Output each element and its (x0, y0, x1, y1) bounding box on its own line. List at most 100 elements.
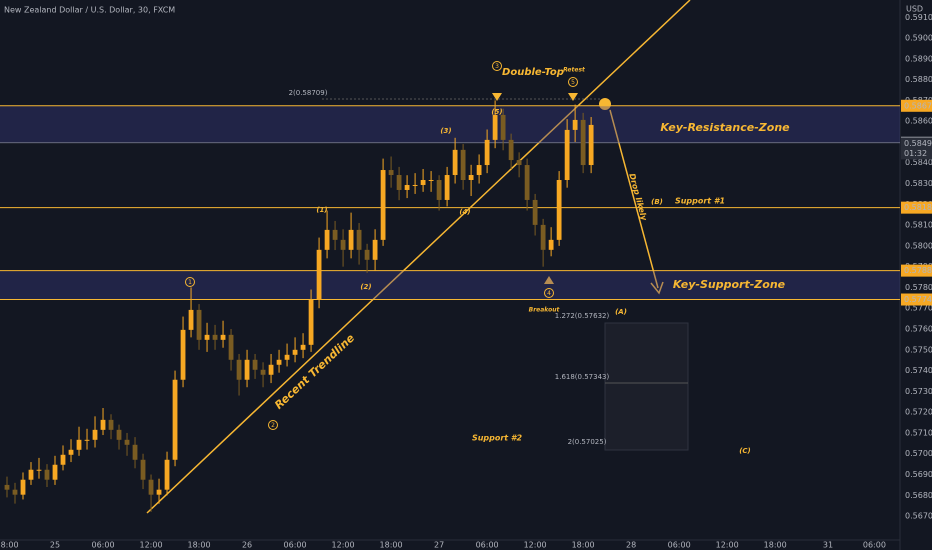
candle-body (516, 160, 522, 166)
candle-body (324, 229, 330, 250)
candle-body (12, 489, 18, 495)
candle-body (484, 139, 490, 166)
candle-body (548, 239, 554, 250)
wave-label: 5 (571, 79, 575, 86)
candle-body (364, 249, 370, 260)
candle-body (44, 469, 50, 480)
candle-body (52, 464, 58, 480)
annotation: (3) (440, 127, 451, 135)
candle-body (412, 184, 418, 186)
candle-body (260, 369, 266, 375)
price-tag-label: 0.57742 (904, 295, 932, 304)
candle-body (244, 359, 250, 380)
x-tick-label: 26 (242, 541, 252, 550)
price-tag-label: 0.58184 (904, 203, 932, 212)
candle-body (580, 119, 586, 166)
candle-body (316, 249, 322, 300)
fib-label: 2(0.58709) (289, 89, 328, 97)
candle-body (180, 329, 186, 380)
candle-body (116, 429, 122, 440)
annotation: (B) (651, 198, 663, 206)
candle-body (252, 359, 258, 370)
candle-body (276, 359, 282, 365)
candle-body (236, 359, 242, 380)
candle-body (28, 469, 34, 480)
price-tag (901, 137, 932, 160)
candle-body (428, 180, 434, 181)
annotation: (C) (739, 447, 751, 455)
candle-body (508, 139, 514, 161)
candle-body (268, 364, 274, 375)
candle-body (84, 439, 90, 441)
annotation: (A) (615, 308, 627, 316)
candle-body (76, 439, 82, 450)
annotation: Breakout (529, 307, 561, 314)
candle-body (420, 180, 426, 185)
countdown: 01:32 (904, 149, 927, 158)
wave-circle (268, 420, 278, 430)
x-tick-label: 06:00 (476, 541, 499, 550)
candle-body (564, 129, 570, 180)
candle-body (140, 459, 146, 480)
candle-body (124, 439, 130, 445)
candle-body (556, 180, 562, 240)
x-tick-label: 18:00 (764, 541, 787, 550)
annotation: Support #1 (675, 197, 725, 206)
candle-body (300, 344, 306, 350)
zone (0, 270, 900, 300)
fib-box (604, 322, 689, 451)
price-tag-label: 0.58493 (904, 139, 932, 148)
candle-body (572, 119, 578, 130)
price-tag (901, 293, 932, 306)
candle-body (380, 170, 386, 240)
wave-label: 4 (547, 290, 551, 297)
candle-body (148, 479, 154, 495)
candle-body (500, 114, 506, 140)
candle-body (468, 175, 474, 180)
x-tick-label: 18:00 (188, 541, 211, 550)
bottom-marker (544, 276, 554, 284)
candle-body (284, 354, 290, 360)
candle-body (436, 180, 442, 200)
x-tick-label: 25 (50, 541, 60, 550)
candle-body (588, 124, 594, 166)
fib-label: 1.272(0.57632) (555, 312, 610, 320)
wave-circle (185, 277, 195, 287)
candle-body (308, 299, 314, 345)
fib-label: 2(0.57025) (568, 438, 607, 446)
chart-title: New Zealand Dollar / U.S. Dollar, 30, FX… (4, 6, 175, 15)
candle-body (372, 239, 378, 260)
candle-body (108, 419, 114, 430)
candle-body (204, 334, 210, 340)
candle-body (348, 229, 354, 250)
candle-body (132, 444, 138, 460)
wave-circle (492, 61, 502, 71)
candle-body (444, 175, 450, 200)
candle-body (460, 149, 466, 180)
candle-body (292, 349, 298, 355)
candle-body (68, 449, 74, 455)
x-tick-label: 06:00 (668, 541, 691, 550)
candle-body (188, 309, 194, 330)
zone (0, 105, 900, 143)
x-tick-label: 18:00 (0, 541, 19, 550)
marker-circle (599, 98, 611, 110)
wave-circle (568, 77, 578, 87)
candle-body (172, 379, 178, 460)
annotation: Key-Support-Zone (673, 278, 786, 291)
